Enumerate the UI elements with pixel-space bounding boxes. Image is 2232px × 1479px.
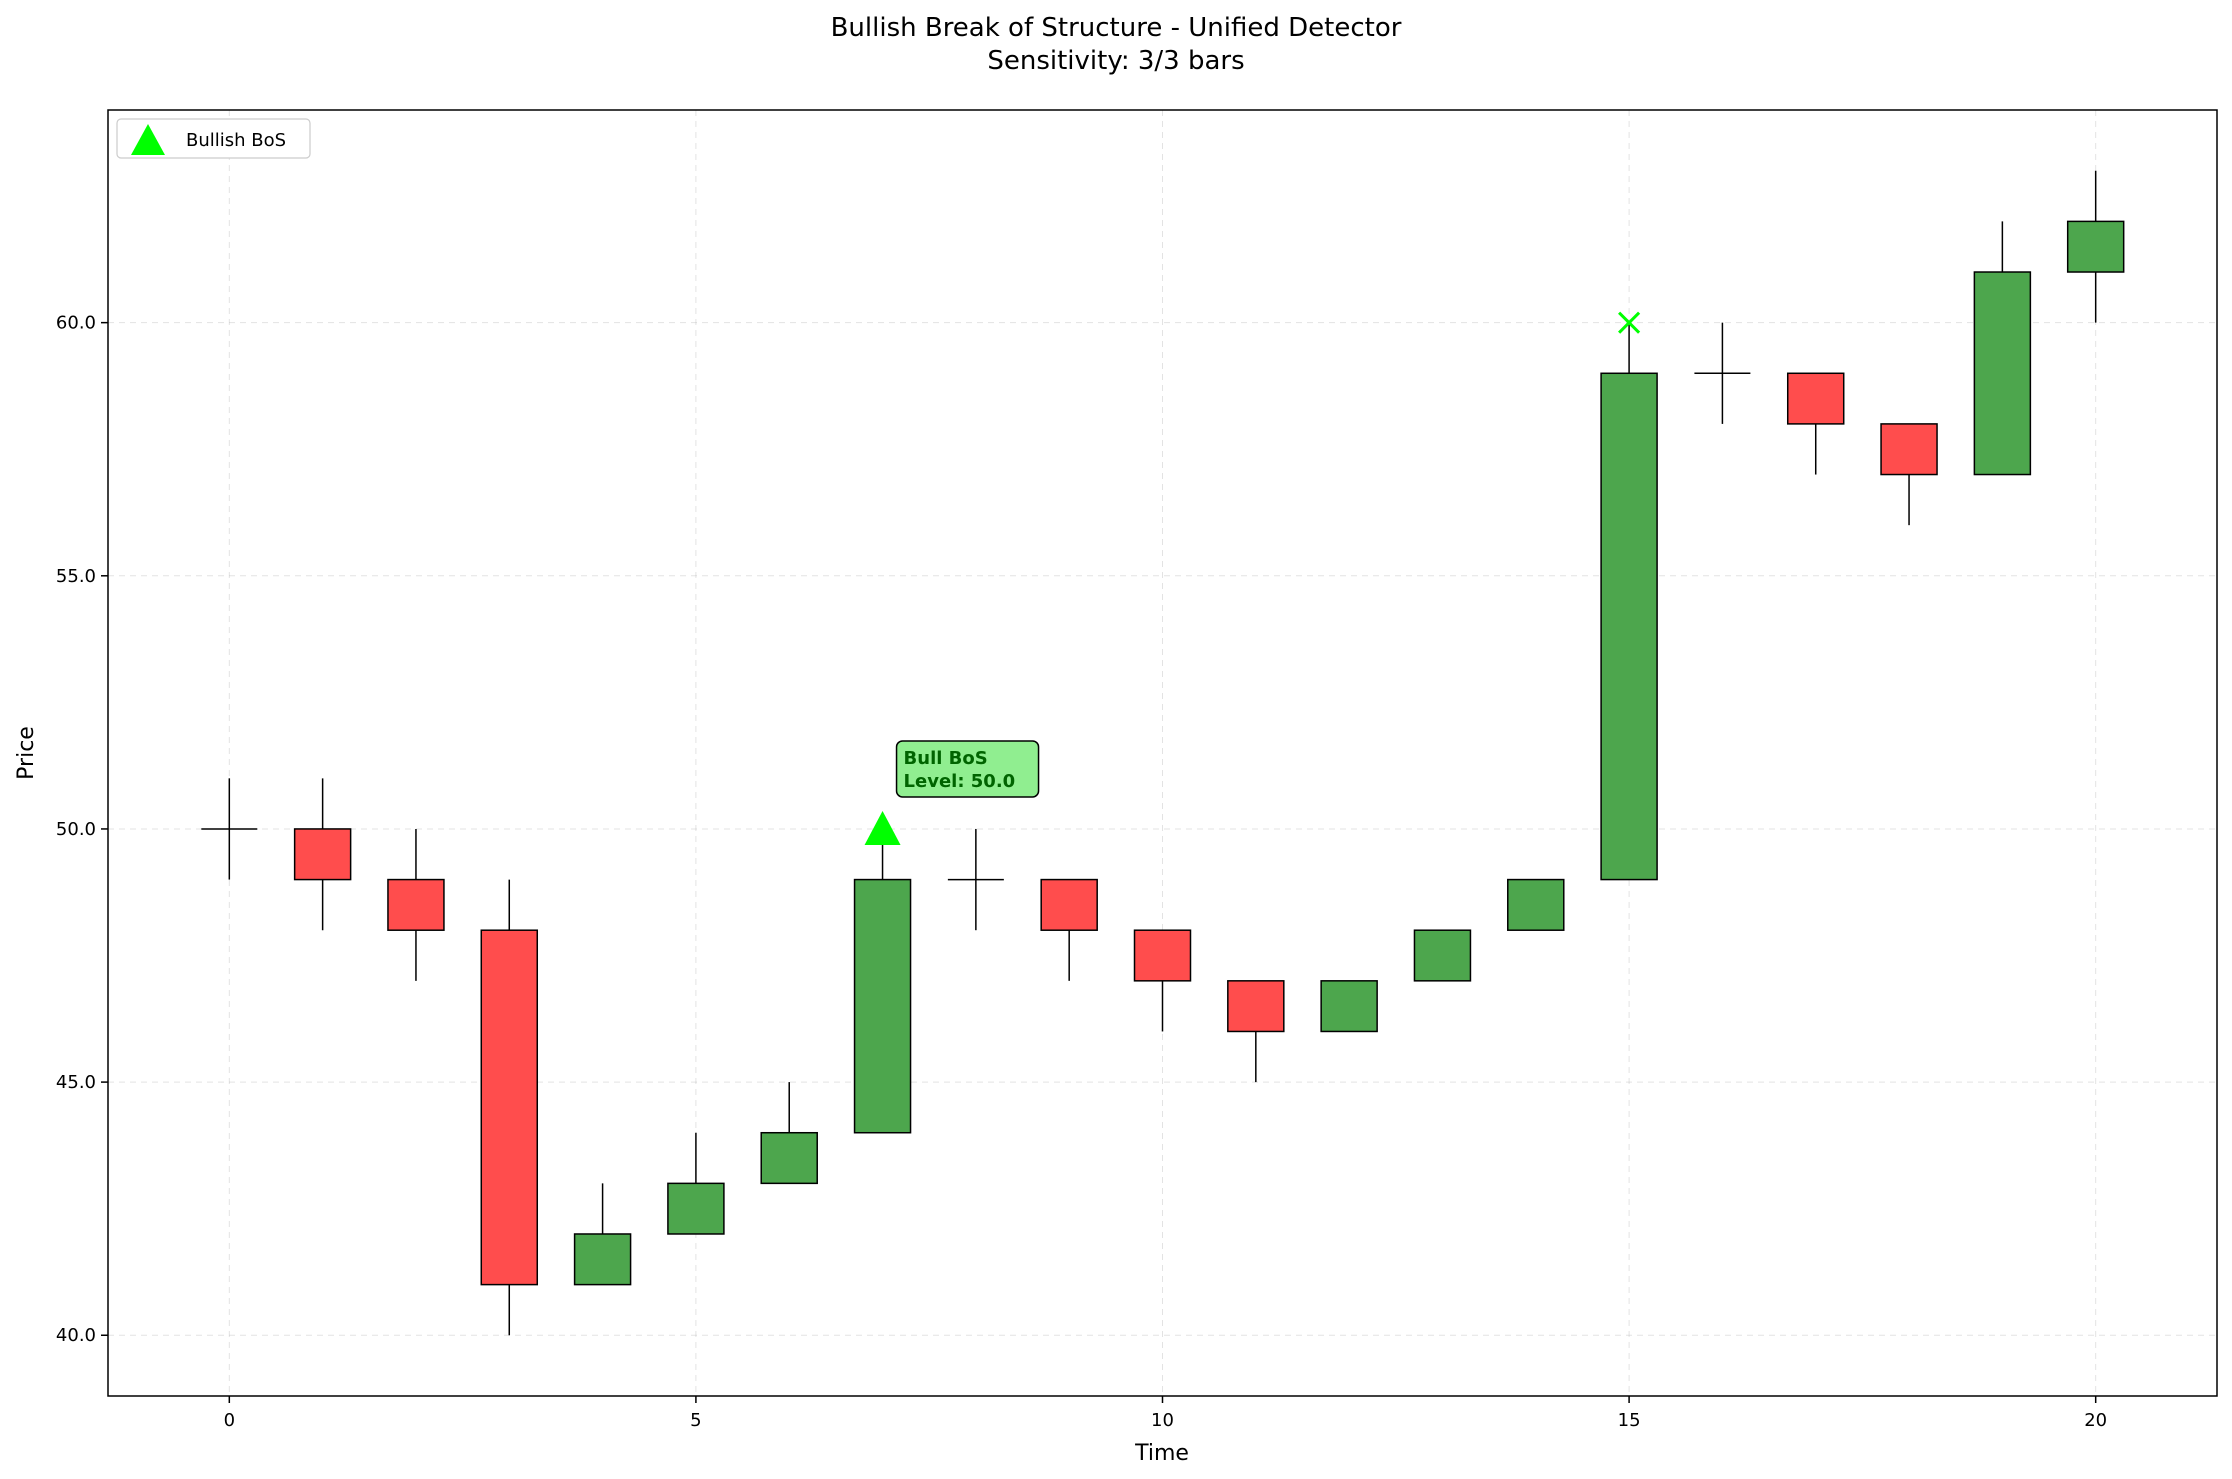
candle-body [1786,372,1845,425]
signal-markers [864,311,1641,845]
grid-lines [108,110,2217,1396]
candle-body [1413,929,1472,982]
candle [480,879,539,1336]
y-axis-label: Price [14,726,39,780]
annotation-title: Bull BoS [904,748,988,769]
legend-entry-label: Bullish BoS [186,130,286,151]
candle [1413,929,1472,982]
candle [1694,322,1751,424]
candle-body [1600,372,1658,881]
candle-body [1133,929,1192,982]
chart-subtitle: Sensitivity: 3/3 bars [987,46,1244,76]
candle-body [1227,980,1285,1033]
x-tick-label: 10 [1151,1410,1174,1431]
y-tick-label: 40.0 [56,1325,96,1346]
candle [573,1183,632,1286]
x-tick-label: 5 [690,1410,701,1431]
bullish-bos-triangle-icon [864,810,901,845]
candle [760,1082,818,1185]
candle-body [1040,878,1098,931]
legend-triangle-icon [131,124,165,155]
x-marker-stroke [1618,311,1641,334]
x-axis-ticks: 0 5 10 15 20 [224,1396,2107,1431]
candle [1973,221,2032,476]
y-tick-label: 60.0 [56,313,96,334]
candle-body [667,1182,725,1235]
candle-body [480,929,539,1286]
x-tick-label: 15 [1618,1410,1641,1431]
candle [1227,980,1285,1083]
candle-body [1320,980,1378,1033]
candle-body [1507,878,1565,931]
y-tick-label: 55.0 [56,566,96,587]
candle-body [1880,423,1938,476]
candle-body [387,878,445,931]
candle [1600,322,1658,881]
candle [1040,878,1098,981]
legend: Bullish BoS [116,118,311,159]
x-tick-label: 20 [2084,1410,2107,1431]
candle [387,828,445,981]
candle-body [1973,271,2032,476]
candle [1507,878,1565,931]
legend-box [116,118,311,159]
candle [1320,980,1378,1033]
chart-title: Bullish Break of Structure - Unified Det… [831,13,1402,43]
candle [947,828,1004,931]
annotation-box [895,740,1040,798]
candles [201,170,2125,1336]
candle [1786,372,1845,475]
candle-body [853,878,912,1134]
candle [2066,170,2125,323]
candle-body [2066,220,2125,273]
candle [201,778,258,880]
y-tick-label: 45.0 [56,1072,96,1093]
candle-body [760,1131,818,1185]
candle [1880,423,1938,526]
y-axis-ticks: 40.0 45.0 50.0 55.0 60.0 [56,313,108,1346]
candle-body [293,828,352,881]
x-tick-label: 0 [224,1410,235,1431]
candle [853,828,912,1134]
candle-body [573,1233,632,1286]
candle [667,1132,725,1235]
annotation-level: Level: 50.0 [904,771,1016,792]
candle [1133,929,1192,1032]
y-tick-label: 50.0 [56,819,96,840]
swing-high-x-icon [1618,311,1641,334]
x-axis-label: Time [1134,1441,1189,1466]
candle [293,778,352,931]
